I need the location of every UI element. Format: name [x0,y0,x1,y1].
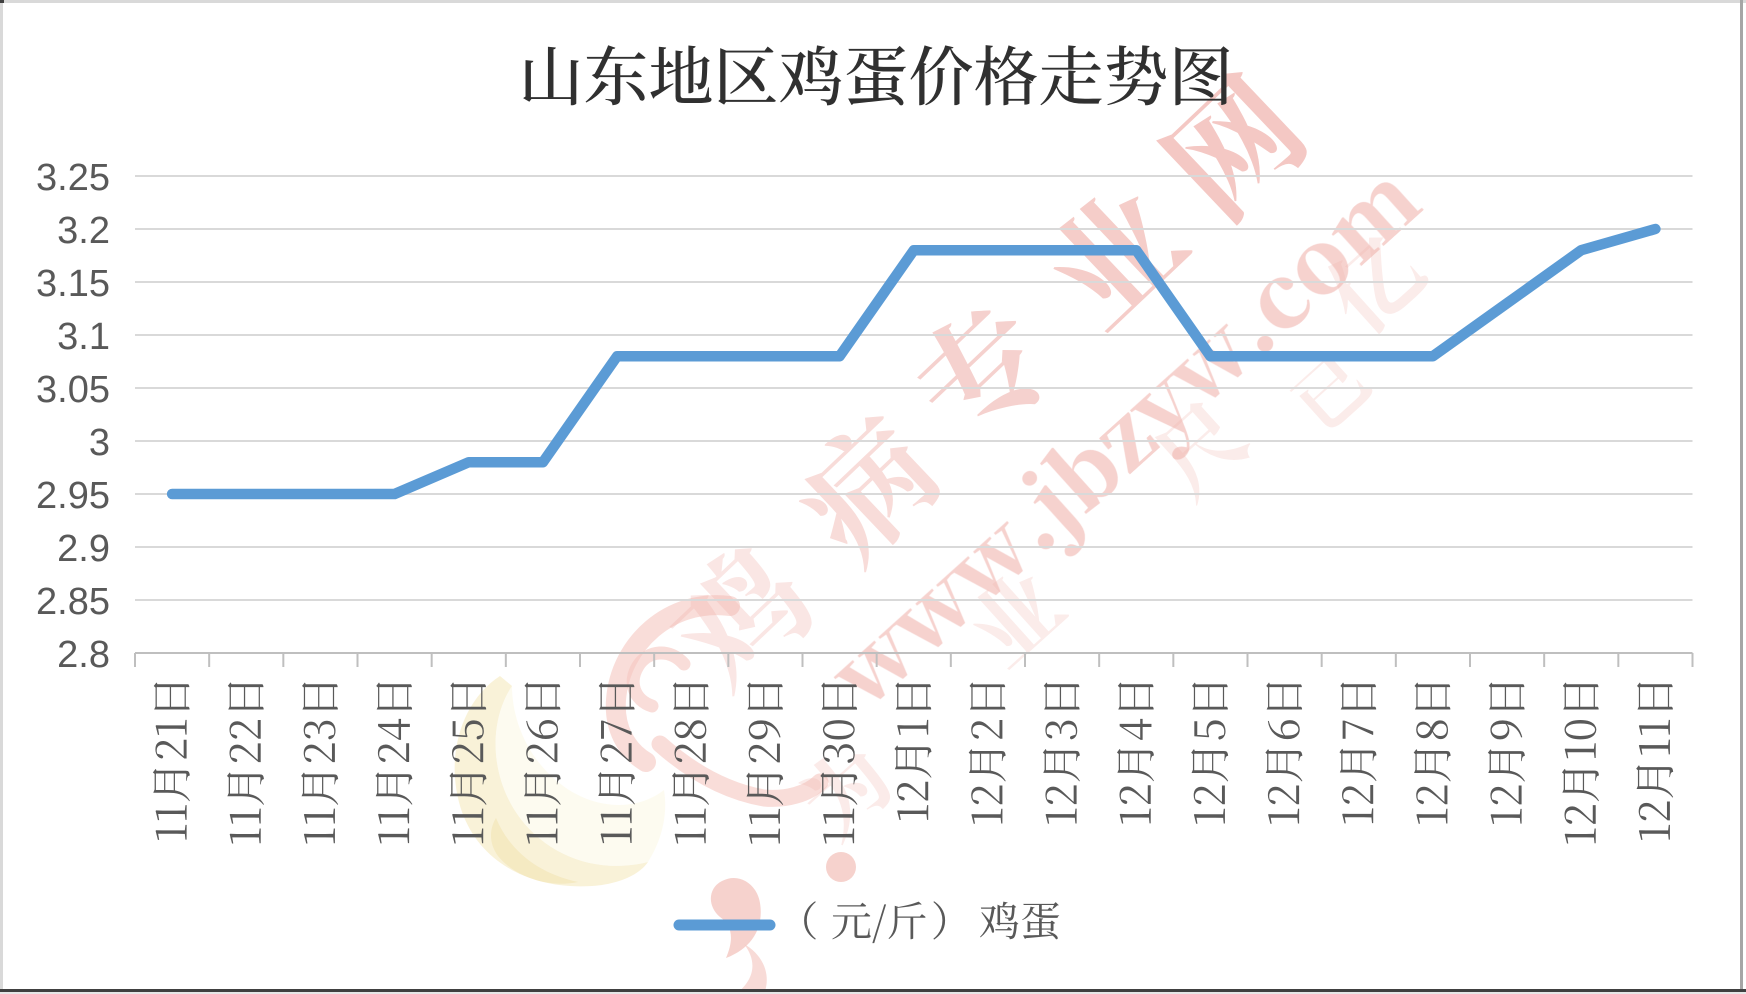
svg-text:2.9: 2.9 [57,528,110,570]
svg-text:3.2: 3.2 [57,210,110,252]
svg-text:2.85: 2.85 [36,581,110,623]
svg-text:3.25: 3.25 [36,157,110,199]
svg-text:2.95: 2.95 [36,475,110,517]
svg-text:3.05: 3.05 [36,369,110,411]
svg-text:2.8: 2.8 [57,634,110,676]
svg-text:3.1: 3.1 [57,316,110,358]
svg-text:3.15: 3.15 [36,263,110,305]
svg-text:3: 3 [89,422,110,464]
